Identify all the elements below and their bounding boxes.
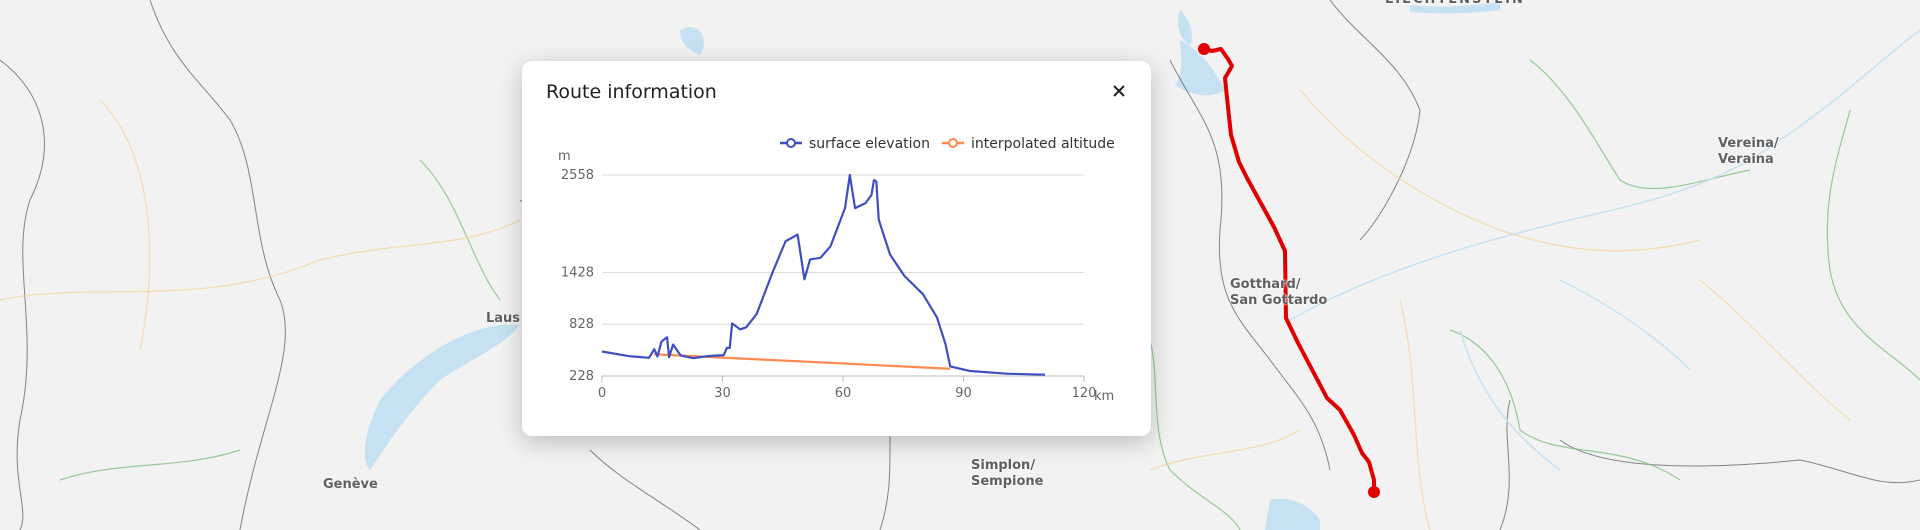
map-label-geneve: Genève [323,477,378,492]
map-label-gotthard: Gotthard/ San Gottardo [1230,277,1328,308]
map-label-liechtenstein: LIECHTENSTEIN [1385,0,1525,8]
elevation-chart: 228 828 1428 2558 0 30 60 90 120 m km surface eleva… [558,136,1115,404]
map-label-lausanne: Laus [486,311,521,326]
roads [0,89,1851,530]
y-tick-label: 2558 [561,168,594,183]
surface-elevation-line [601,173,1046,376]
x-axis-unit: km [1094,389,1114,404]
x-tick-label: 0 [598,386,606,401]
x-tick-label: 120 [1072,386,1097,401]
y-axis-unit: m [558,149,571,164]
route-start-marker[interactable] [1198,43,1210,55]
legend-label[interactable]: surface elevation [809,136,930,152]
map-label-simplon: Simplon/ Sempione [971,458,1044,489]
y-tick-label: 228 [569,369,594,384]
map-label-vereina: Vereina/ Veraina [1718,136,1779,167]
legend-label[interactable]: interpolated altitude [971,136,1115,152]
dialog-title: Route information [546,81,717,103]
route-information-dialog: Route information 228 828 1428 2558 0 30 60 90 1… [522,61,1151,436]
route-line[interactable] [1203,47,1376,492]
x-tick-label: 90 [955,386,972,401]
x-tick-label: 30 [714,386,731,401]
route-end-marker[interactable] [1368,486,1380,498]
y-tick-label: 828 [569,317,594,332]
legend-marker-0 [786,138,796,148]
legend-marker-1 [948,138,958,148]
y-tick-label: 1428 [561,265,594,280]
x-tick-label: 60 [835,386,852,401]
close-button[interactable] [1107,79,1131,103]
canton-borders [59,59,1920,530]
rivers [1289,29,1920,471]
lakes [364,2,1500,530]
close-icon[interactable] [1107,79,1131,103]
